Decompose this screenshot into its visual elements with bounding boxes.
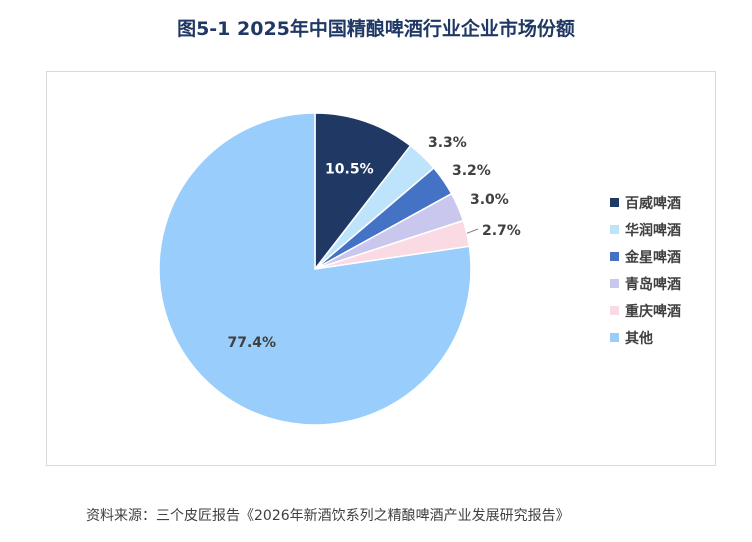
legend-label: 华润啤酒 [625, 222, 681, 239]
legend-label: 金星啤酒 [625, 249, 681, 266]
slice-label-5: 77.4% [227, 335, 276, 351]
pie-slice-0 [314, 112, 412, 272]
source-note: 资料来源：三个皮匠报告《2026年新酒饮系列之精酿啤酒产业发展研究报告》 [86, 508, 570, 524]
slice-label-0: 10.5% [325, 162, 374, 178]
legend-swatch [610, 198, 619, 207]
legend-swatch [610, 279, 619, 288]
legend-item-4: 重庆啤酒 [610, 297, 730, 324]
legend-item-5: 其他 [610, 324, 730, 351]
slice-label-1: 3.3% [428, 135, 467, 151]
legend-label: 百威啤酒 [625, 195, 681, 212]
chart-title: 图5-1 2025年中国精酿啤酒行业企业市场份额 [177, 18, 575, 40]
pie-slice-5 [158, 112, 472, 426]
slice-label-2: 3.2% [452, 163, 491, 179]
legend-swatch [610, 306, 619, 315]
slice-label-4: 2.7% [482, 223, 521, 239]
legend-item-0: 百威啤酒 [610, 189, 730, 216]
leader-line-4 [466, 228, 479, 234]
legend-label: 其他 [625, 330, 653, 347]
chart-legend: 百威啤酒华润啤酒金星啤酒青岛啤酒重庆啤酒其他 [610, 189, 730, 351]
legend-item-2: 金星啤酒 [610, 243, 730, 270]
legend-swatch [610, 333, 619, 342]
legend-swatch [610, 225, 619, 234]
legend-label: 青岛啤酒 [625, 276, 681, 293]
legend-label: 重庆啤酒 [625, 303, 681, 320]
legend-item-3: 青岛啤酒 [610, 270, 730, 297]
legend-swatch [610, 252, 619, 261]
legend-item-1: 华润啤酒 [610, 216, 730, 243]
slice-label-3: 3.0% [470, 192, 509, 208]
